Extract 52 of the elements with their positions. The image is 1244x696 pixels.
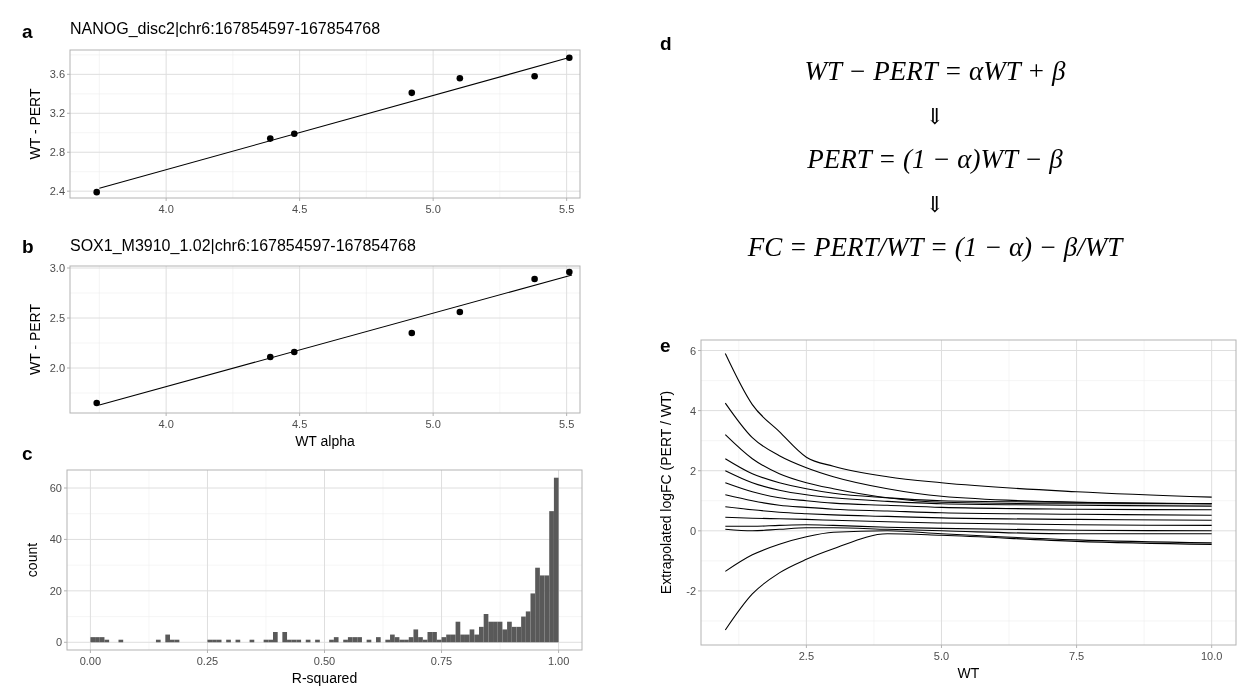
y-tick-label: 3.0	[49, 262, 65, 274]
y-tick-label: 3.6	[49, 68, 65, 81]
x-axis-title: WT alpha	[295, 433, 356, 449]
x-tick-label: 4.0	[158, 418, 174, 430]
text: a	[22, 21, 33, 42]
x-tick-label: 2.5	[798, 650, 815, 662]
y-tick-label: 20	[49, 584, 62, 597]
y-tick-label: 6	[689, 344, 696, 357]
y-tick-label: 2.0	[49, 362, 65, 374]
y-axis-title: count	[24, 542, 40, 578]
x-tick-label: 1.00	[547, 655, 570, 667]
x-tick-label: 4.5	[291, 418, 308, 430]
x-tick-label: 0.25	[196, 655, 219, 667]
text: c	[22, 443, 33, 464]
y-tick-label: 2.8	[49, 146, 65, 159]
y-tick-label: 3.2	[49, 107, 65, 120]
x-tick-label: 5.0	[425, 203, 441, 215]
y-tick-label: 4	[689, 404, 696, 417]
x-tick-label: 0.00	[79, 655, 102, 667]
text: b	[22, 236, 34, 257]
x-axis-title: WT	[957, 665, 980, 681]
text: WT − PERT = αWT + β	[804, 56, 1066, 86]
text: PERT = (1 − α)WT − β	[806, 144, 1064, 174]
x-axis-title: R-squared	[291, 670, 358, 686]
y-tick-label: 0	[55, 636, 62, 649]
text: FC = PERT/WT = (1 − α) − β/WT	[746, 232, 1125, 262]
text: e	[660, 335, 671, 356]
y-axis-title: WT - PERT	[27, 303, 43, 376]
text: d	[660, 33, 672, 54]
y-axis-title: WT - PERT	[27, 88, 43, 160]
x-tick-label: 7.5	[1068, 650, 1085, 662]
x-tick-label: 5.5	[559, 418, 575, 430]
x-tick-label: 4.0	[158, 203, 174, 215]
y-tick-label: 0	[689, 524, 696, 537]
x-tick-label: 5.0	[933, 650, 950, 662]
x-tick-label: 0.75	[430, 655, 453, 667]
y-tick-label: 40	[49, 533, 62, 546]
x-tick-label: 5.0	[425, 418, 441, 430]
text: ⇓	[925, 192, 945, 217]
chart-title: SOX1_M3910_1.02|chr6:167854597-167854768	[70, 237, 416, 255]
y-tick-label: 2	[689, 464, 696, 477]
x-tick-label: 4.5	[291, 203, 308, 215]
y-tick-label: 60	[49, 482, 62, 494]
text: ⇓	[925, 104, 945, 129]
x-tick-label: 10.0	[1200, 650, 1223, 662]
y-tick-label: -2	[686, 584, 696, 597]
y-tick-label: 2.5	[49, 312, 65, 324]
x-tick-label: 5.5	[559, 203, 575, 215]
x-tick-label: 0.50	[313, 655, 336, 667]
chart-title: NANOG_disc2|chr6:167854597-167854768	[70, 20, 381, 38]
y-tick-label: 2.4	[49, 185, 65, 198]
y-axis-title: Extrapolated logFC (PERT / WT)	[658, 390, 674, 595]
